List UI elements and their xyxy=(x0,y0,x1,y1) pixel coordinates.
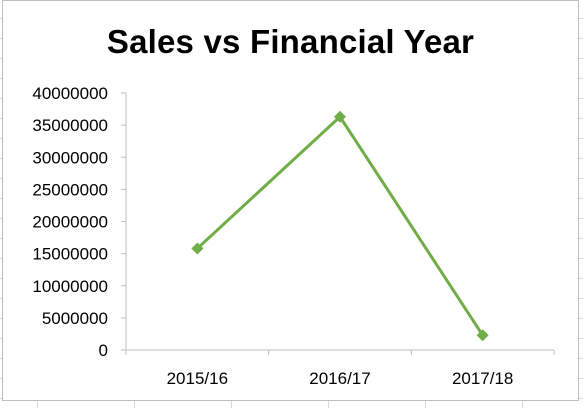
y-tick-label: 0 xyxy=(99,341,108,360)
data-point-marker[interactable] xyxy=(191,242,204,255)
plot-area: 0 5000000 10000000 15000000 20000000 25000000… xyxy=(32,84,555,388)
x-tick-label: 2015/16 xyxy=(167,369,228,388)
x-tick-label: 2016/17 xyxy=(309,369,370,388)
series-layer xyxy=(191,110,489,342)
chart-area[interactable]: Sales vs Financial Year 0 5000000 10000000… xyxy=(2,0,579,401)
y-tick-label: 10000000 xyxy=(32,277,108,296)
y-tick-label: 20000000 xyxy=(32,213,108,232)
y-axis: 0 5000000 10000000 15000000 20000000 25000000… xyxy=(32,84,127,360)
data-point-marker[interactable] xyxy=(334,110,346,123)
y-tick-label: 25000000 xyxy=(32,180,108,199)
series-line xyxy=(196,115,484,337)
x-axis: 2015/16 2016/17 2017/18 xyxy=(121,349,555,388)
chart-title: Sales vs Financial Year xyxy=(106,23,475,60)
y-tick-label: 35000000 xyxy=(32,116,108,135)
x-tick-label: 2017/18 xyxy=(452,369,513,388)
y-tick-label: 40000000 xyxy=(32,84,108,103)
data-point-marker[interactable] xyxy=(476,329,489,342)
y-tick-label: 30000000 xyxy=(32,148,108,167)
y-tick-label: 15000000 xyxy=(32,245,108,264)
y-tick-label: 5000000 xyxy=(42,309,108,328)
